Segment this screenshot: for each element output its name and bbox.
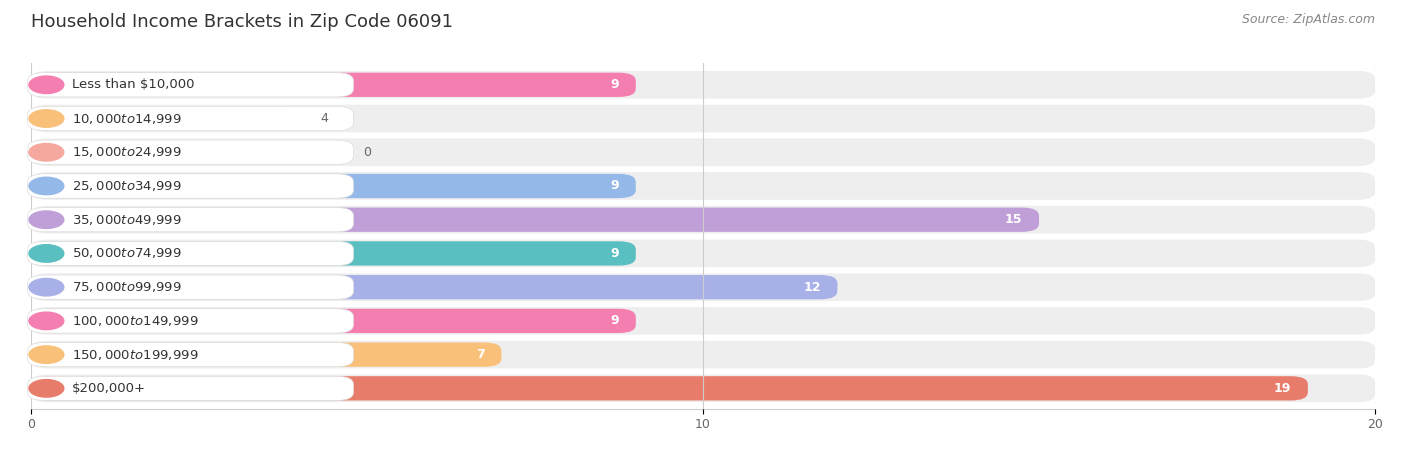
Text: $25,000 to $34,999: $25,000 to $34,999 <box>72 179 181 193</box>
FancyBboxPatch shape <box>31 73 636 97</box>
Circle shape <box>30 346 63 363</box>
FancyBboxPatch shape <box>31 138 1375 166</box>
Text: 9: 9 <box>610 314 619 327</box>
FancyBboxPatch shape <box>31 273 1375 301</box>
FancyBboxPatch shape <box>31 240 1375 267</box>
Circle shape <box>30 76 63 93</box>
Text: $15,000 to $24,999: $15,000 to $24,999 <box>72 145 181 159</box>
FancyBboxPatch shape <box>28 309 353 333</box>
FancyBboxPatch shape <box>31 106 299 131</box>
FancyBboxPatch shape <box>28 106 353 131</box>
FancyBboxPatch shape <box>31 374 1375 402</box>
Circle shape <box>30 278 63 296</box>
FancyBboxPatch shape <box>31 206 1375 233</box>
Text: 12: 12 <box>803 281 821 294</box>
Text: $35,000 to $49,999: $35,000 to $49,999 <box>72 213 181 227</box>
FancyBboxPatch shape <box>31 376 1308 401</box>
Text: 9: 9 <box>610 78 619 91</box>
Circle shape <box>30 110 63 127</box>
FancyBboxPatch shape <box>28 275 353 299</box>
FancyBboxPatch shape <box>31 275 838 299</box>
FancyBboxPatch shape <box>28 140 353 164</box>
FancyBboxPatch shape <box>28 343 353 367</box>
FancyBboxPatch shape <box>31 71 1375 99</box>
Text: 7: 7 <box>475 348 485 361</box>
Text: $150,000 to $199,999: $150,000 to $199,999 <box>72 348 198 361</box>
Text: 4: 4 <box>321 112 328 125</box>
FancyBboxPatch shape <box>28 241 353 265</box>
Text: Source: ZipAtlas.com: Source: ZipAtlas.com <box>1241 13 1375 26</box>
FancyBboxPatch shape <box>28 207 353 232</box>
FancyBboxPatch shape <box>31 341 1375 369</box>
FancyBboxPatch shape <box>31 241 636 265</box>
Text: $50,000 to $74,999: $50,000 to $74,999 <box>72 247 181 260</box>
Text: $100,000 to $149,999: $100,000 to $149,999 <box>72 314 198 328</box>
Text: 9: 9 <box>610 180 619 193</box>
FancyBboxPatch shape <box>31 174 636 198</box>
Text: $10,000 to $14,999: $10,000 to $14,999 <box>72 111 181 126</box>
FancyBboxPatch shape <box>31 172 1375 200</box>
Circle shape <box>30 312 63 330</box>
Circle shape <box>30 245 63 262</box>
FancyBboxPatch shape <box>31 309 636 333</box>
Text: 19: 19 <box>1274 382 1291 395</box>
FancyBboxPatch shape <box>31 343 502 367</box>
Text: Household Income Brackets in Zip Code 06091: Household Income Brackets in Zip Code 06… <box>31 13 453 31</box>
FancyBboxPatch shape <box>31 105 1375 132</box>
Text: Less than $10,000: Less than $10,000 <box>72 78 194 91</box>
Circle shape <box>30 211 63 229</box>
Text: 9: 9 <box>610 247 619 260</box>
Circle shape <box>30 144 63 161</box>
FancyBboxPatch shape <box>28 73 353 97</box>
FancyBboxPatch shape <box>31 207 1039 232</box>
FancyBboxPatch shape <box>31 307 1375 335</box>
FancyBboxPatch shape <box>28 376 353 401</box>
Text: $75,000 to $99,999: $75,000 to $99,999 <box>72 280 181 294</box>
FancyBboxPatch shape <box>28 174 353 198</box>
Circle shape <box>30 379 63 397</box>
Text: $200,000+: $200,000+ <box>72 382 146 395</box>
Text: 0: 0 <box>364 146 371 159</box>
Circle shape <box>30 177 63 195</box>
Text: 15: 15 <box>1005 213 1022 226</box>
